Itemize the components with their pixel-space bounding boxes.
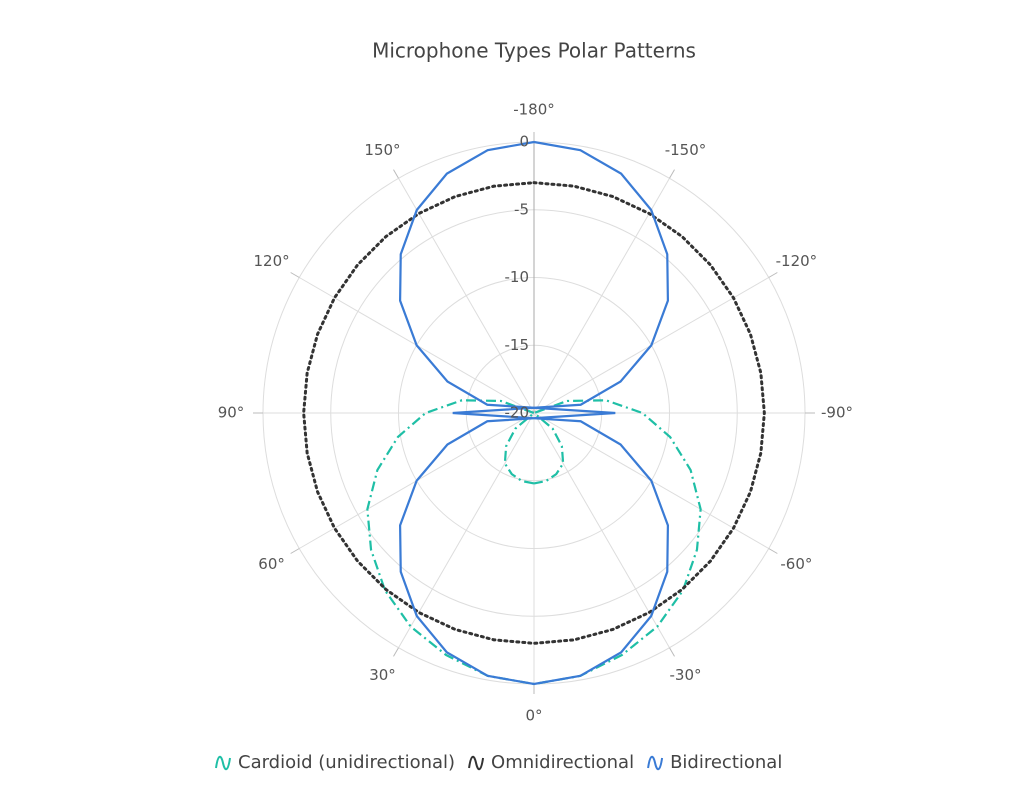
legend-icon — [468, 755, 485, 771]
tick-mark — [669, 647, 675, 657]
angular-tick-label: 90° — [218, 404, 245, 422]
legend-label: Cardioid (unidirectional) — [238, 752, 455, 773]
series-line — [302, 181, 766, 645]
angular-tick-label: -180° — [513, 101, 555, 119]
grid-spoke — [398, 412, 535, 648]
legend-icon — [647, 755, 664, 771]
legend-item: Bidirectional — [647, 752, 782, 773]
angular-tick-label: -120° — [776, 252, 818, 270]
grid-spoke — [533, 178, 670, 414]
tick-mark — [393, 647, 399, 657]
radial-tick-label: -10 — [505, 268, 530, 286]
angular-tick-label: 30° — [369, 666, 396, 684]
angular-tick-label: 150° — [364, 141, 400, 159]
grid-spoke — [398, 178, 535, 414]
radial-tick-label: 0 — [519, 133, 529, 151]
tick-mark — [290, 272, 300, 278]
legend-item: Cardioid (unidirectional) — [215, 752, 455, 773]
tick-mark — [768, 272, 778, 278]
angular-tick-label: -30° — [670, 666, 702, 684]
legend-label: Omnidirectional — [491, 752, 634, 773]
chart-title: Microphone Types Polar Patterns — [372, 39, 696, 63]
tick-mark — [768, 548, 778, 554]
angular-tick-label: 60° — [258, 555, 285, 573]
radial-tick-label: -20 — [505, 404, 530, 422]
angular-tick-label: 0° — [525, 707, 542, 725]
tick-mark — [290, 548, 300, 554]
angular-tick-label: -150° — [665, 141, 707, 159]
tick-mark — [393, 169, 399, 179]
angular-tick-label: -90° — [821, 404, 853, 422]
legend-item: Omnidirectional — [468, 752, 634, 773]
angular-tick-label: -60° — [780, 555, 812, 573]
angular-tick-label: 120° — [254, 252, 290, 270]
radial-tick-label: -15 — [505, 336, 530, 354]
tick-mark — [669, 169, 675, 179]
legend-icon — [215, 755, 231, 771]
legend-label: Bidirectional — [670, 752, 782, 773]
series-line — [398, 140, 670, 686]
grid-spoke — [533, 412, 670, 648]
radial-tick-label: -5 — [514, 200, 529, 218]
